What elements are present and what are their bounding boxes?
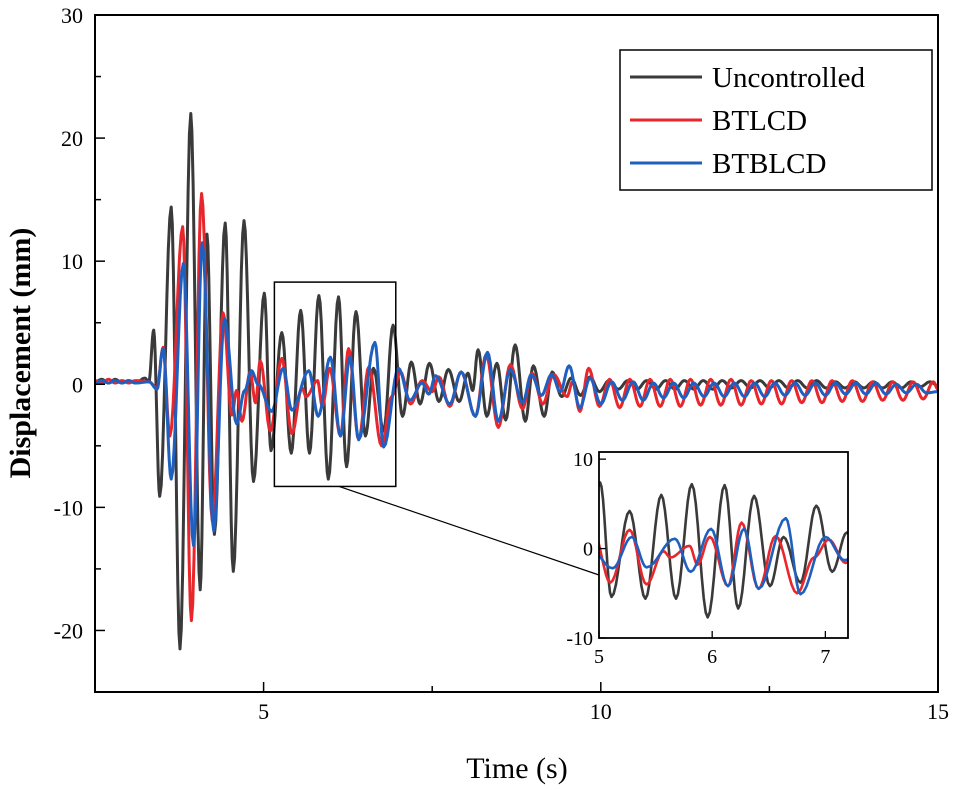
y-tick-label: 30 xyxy=(61,3,83,28)
x-tick-label: 10 xyxy=(590,699,612,724)
y-tick-label: 10 xyxy=(61,249,83,274)
legend-label-uncontrolled: Uncontrolled xyxy=(712,62,866,94)
inset-background xyxy=(599,452,848,638)
y-tick-label: -20 xyxy=(54,618,83,643)
zoom-connector-line xyxy=(338,485,600,576)
main-series-btblcd xyxy=(95,241,938,547)
inset-plot-series xyxy=(599,481,848,619)
x-tick-label: 15 xyxy=(927,699,949,724)
x-axis-title: Time (s) xyxy=(466,752,567,785)
legend-label-btblcd: BTBLCD xyxy=(712,148,826,180)
inset-x-tick-label: 5 xyxy=(594,646,604,668)
main-plot-series xyxy=(95,112,938,651)
inset-x-tick-label: 6 xyxy=(707,646,717,668)
y-tick-label: 20 xyxy=(61,126,83,151)
y-axis-title: Displacement (mm) xyxy=(4,228,37,479)
inset-axis-ticks: 5 6 7 -10 0 10 xyxy=(566,449,830,668)
x-tick-label: 5 xyxy=(258,699,269,724)
main-axis-ticks: 5 10 15 -20 -10 0 10 20 30 xyxy=(54,3,949,724)
inset-y-tick-label: 0 xyxy=(583,539,593,561)
inset-x-tick-label: 7 xyxy=(820,646,830,668)
zoom-region-box xyxy=(273,281,397,488)
legend-label-btlcd: BTLCD xyxy=(712,105,807,137)
inset-frame xyxy=(598,451,849,639)
plot-frame xyxy=(94,14,939,693)
inset-y-tick-label: -10 xyxy=(566,628,593,650)
y-tick-label: -10 xyxy=(54,495,83,520)
y-tick-label: 0 xyxy=(72,372,83,397)
inset-y-tick-label: 10 xyxy=(573,449,593,471)
legend: Uncontrolled BTLCD BTBLCD xyxy=(619,49,933,191)
